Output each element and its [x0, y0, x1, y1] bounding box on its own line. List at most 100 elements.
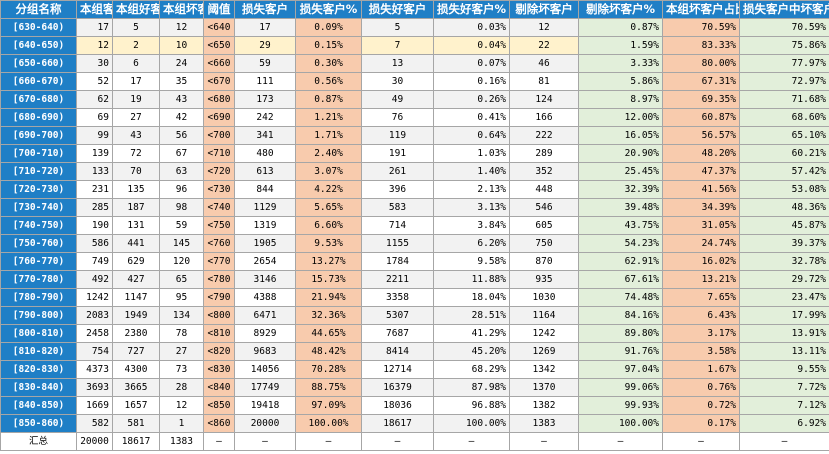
cell-good-customers[interactable]: 17	[112, 72, 160, 91]
cell-lost-good-pct[interactable]: 6.20%	[433, 234, 510, 253]
cell-group-customers[interactable]: 190	[76, 216, 113, 235]
cell-group-bad-ratio[interactable]: 34.39%	[662, 198, 740, 217]
cell-bad-customers[interactable]: 63	[159, 162, 204, 181]
cell-lost-customers[interactable]: 1905	[234, 234, 296, 253]
cell-lost-good[interactable]: 5	[361, 18, 434, 37]
cell-removed-bad-pct[interactable]: 8.97%	[578, 90, 663, 109]
cell-group-customers[interactable]: 62	[76, 90, 113, 109]
cell-threshold[interactable]: <760	[203, 234, 235, 253]
col-header-lost-good[interactable]: 损失好客户	[361, 0, 434, 19]
cell-group-customers[interactable]: 582	[76, 414, 113, 433]
cell-lost-bad-ratio[interactable]: 70.59%	[739, 18, 829, 37]
cell-lost-good[interactable]: 3358	[361, 288, 434, 307]
cell-good-customers[interactable]: 27	[112, 108, 160, 127]
col-header-removed-bad[interactable]: 剔除坏客户	[509, 0, 579, 19]
cell-threshold[interactable]: <790	[203, 288, 235, 307]
cell-lost-good-pct[interactable]: 3.13%	[433, 198, 510, 217]
cell-bad-customers[interactable]: 12	[159, 396, 204, 415]
cell-lost-customers[interactable]: 613	[234, 162, 296, 181]
cell-removed-bad[interactable]: 81	[509, 72, 579, 91]
cell-group-customers[interactable]: 231	[76, 180, 113, 199]
cell-lost-customers[interactable]: 173	[234, 90, 296, 109]
cell-group-bad-ratio[interactable]: 41.56%	[662, 180, 740, 199]
cell-good-customers[interactable]: 2380	[112, 324, 160, 343]
cell-removed-bad-pct[interactable]: 12.00%	[578, 108, 663, 127]
cell-group-name[interactable]: [650-660)	[0, 54, 77, 73]
cell-lost-good-pct[interactable]: 2.13%	[433, 180, 510, 199]
cell-lost-good-pct[interactable]: 41.29%	[433, 324, 510, 343]
cell-group-bad-ratio[interactable]: 0.76%	[662, 378, 740, 397]
cell-lost-good[interactable]: 5307	[361, 306, 434, 325]
cell-bad-customers[interactable]: 73	[159, 360, 204, 379]
cell-good-customers[interactable]: 19	[112, 90, 160, 109]
cell-lost-good-pct[interactable]: 9.58%	[433, 252, 510, 271]
col-header-good-customers[interactable]: 本组好客户	[112, 0, 160, 19]
cell-bad-customers[interactable]: 27	[159, 342, 204, 361]
cell-group-bad-ratio[interactable]: 0.72%	[662, 396, 740, 415]
cell-lost-good[interactable]: 49	[361, 90, 434, 109]
cell-group-customers[interactable]: 139	[76, 144, 113, 163]
cell-lost-good-pct[interactable]: 68.29%	[433, 360, 510, 379]
cell-removed-bad[interactable]: 1383	[509, 414, 579, 433]
cell-lost-customers-pct[interactable]: 15.73%	[295, 270, 362, 289]
col-header-lost-good-pct[interactable]: 损失好客户%	[433, 0, 510, 19]
cell-lost-bad-ratio[interactable]: 60.21%	[739, 144, 829, 163]
cell-group-bad-ratio[interactable]: 83.33%	[662, 36, 740, 55]
cell-lost-good[interactable]: 13	[361, 54, 434, 73]
cell-bad-customers[interactable]: 43	[159, 90, 204, 109]
cell-lost-customers[interactable]: 111	[234, 72, 296, 91]
cell-lost-bad-ratio[interactable]: 13.91%	[739, 324, 829, 343]
cell-group-bad-ratio[interactable]: 56.57%	[662, 126, 740, 145]
cell-lost-bad-ratio[interactable]: 57.42%	[739, 162, 829, 181]
cell-group-bad-ratio[interactable]: 60.87%	[662, 108, 740, 127]
cell-removed-bad-pct[interactable]: 84.16%	[578, 306, 663, 325]
cell-removed-bad-pct[interactable]: 5.86%	[578, 72, 663, 91]
cell-good-customers[interactable]: 727	[112, 342, 160, 361]
cell-group-bad-ratio[interactable]: 3.17%	[662, 324, 740, 343]
cell-threshold[interactable]: <850	[203, 396, 235, 415]
cell-bad-customers[interactable]: 78	[159, 324, 204, 343]
cell-group-name[interactable]: [770-780)	[0, 270, 77, 289]
cell-group-customers[interactable]: 30	[76, 54, 113, 73]
cell-threshold[interactable]: <700	[203, 126, 235, 145]
cell-group-name[interactable]: [690-700)	[0, 126, 77, 145]
cell-lost-good[interactable]: 119	[361, 126, 434, 145]
cell-removed-bad[interactable]: 1030	[509, 288, 579, 307]
cell-group-bad-ratio[interactable]: 70.59%	[662, 18, 740, 37]
total-cell-threshold[interactable]: –	[203, 432, 235, 451]
cell-lost-customers[interactable]: 17	[234, 18, 296, 37]
cell-removed-bad-pct[interactable]: 99.06%	[578, 378, 663, 397]
cell-removed-bad[interactable]: 12	[509, 18, 579, 37]
cell-removed-bad-pct[interactable]: 32.39%	[578, 180, 663, 199]
total-cell-lost-customers-pct[interactable]: –	[295, 432, 362, 451]
cell-group-name[interactable]: [740-750)	[0, 216, 77, 235]
cell-lost-customers-pct[interactable]: 0.09%	[295, 18, 362, 37]
cell-bad-customers[interactable]: 10	[159, 36, 204, 55]
cell-lost-customers-pct[interactable]: 0.15%	[295, 36, 362, 55]
cell-removed-bad-pct[interactable]: 0.87%	[578, 18, 663, 37]
cell-lost-customers[interactable]: 14056	[234, 360, 296, 379]
total-cell-good-customers[interactable]: 18617	[112, 432, 160, 451]
cell-lost-customers[interactable]: 3146	[234, 270, 296, 289]
cell-lost-good[interactable]: 8414	[361, 342, 434, 361]
cell-removed-bad[interactable]: 22	[509, 36, 579, 55]
cell-removed-bad-pct[interactable]: 16.05%	[578, 126, 663, 145]
cell-group-customers[interactable]: 1669	[76, 396, 113, 415]
cell-removed-bad-pct[interactable]: 43.75%	[578, 216, 663, 235]
cell-lost-customers-pct[interactable]: 44.65%	[295, 324, 362, 343]
cell-lost-customers-pct[interactable]: 32.36%	[295, 306, 362, 325]
cell-removed-bad-pct[interactable]: 20.90%	[578, 144, 663, 163]
cell-threshold[interactable]: <800	[203, 306, 235, 325]
cell-lost-good-pct[interactable]: 11.88%	[433, 270, 510, 289]
cell-lost-good[interactable]: 1155	[361, 234, 434, 253]
cell-lost-bad-ratio[interactable]: 53.08%	[739, 180, 829, 199]
cell-removed-bad[interactable]: 352	[509, 162, 579, 181]
cell-lost-customers[interactable]: 29	[234, 36, 296, 55]
cell-group-customers[interactable]: 2458	[76, 324, 113, 343]
cell-lost-good-pct[interactable]: 28.51%	[433, 306, 510, 325]
cell-lost-customers[interactable]: 4388	[234, 288, 296, 307]
cell-group-customers[interactable]: 586	[76, 234, 113, 253]
cell-removed-bad[interactable]: 1342	[509, 360, 579, 379]
cell-lost-good[interactable]: 191	[361, 144, 434, 163]
cell-lost-bad-ratio[interactable]: 77.97%	[739, 54, 829, 73]
